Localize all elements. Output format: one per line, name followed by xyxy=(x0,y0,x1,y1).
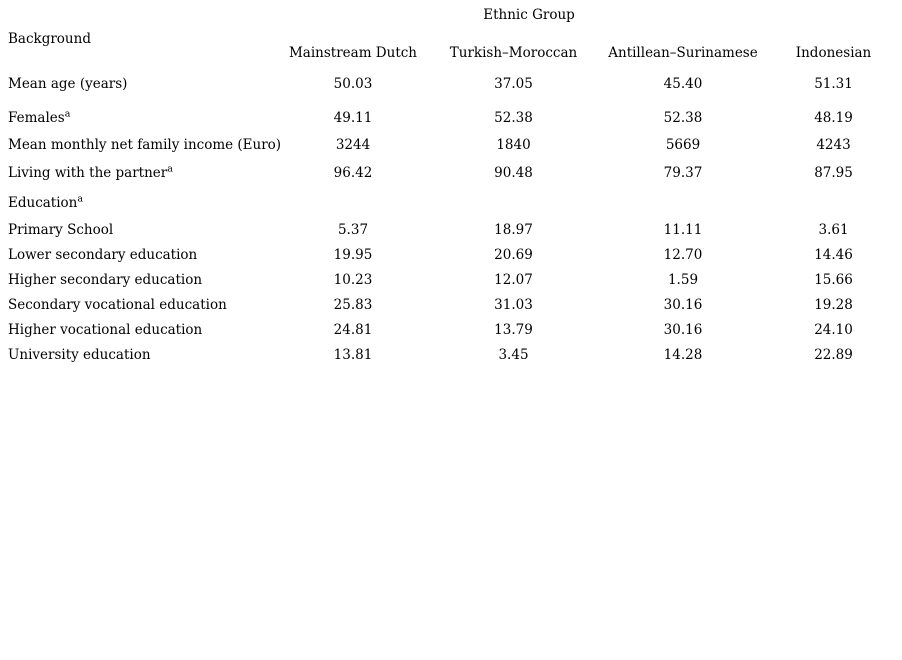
cell-value: 1.59 xyxy=(667,271,699,288)
cell-value: 13.81 xyxy=(333,346,373,363)
cell-value: 3.45 xyxy=(498,346,529,363)
demographics-table: Background Ethnic Group Mainstream Dutch… xyxy=(0,0,902,368)
table-row-education-section: Educationa xyxy=(0,189,902,219)
table-row-living-with-partner: Living with the partnera 96.42 90.48 79.… xyxy=(0,159,902,189)
cell-value xyxy=(765,189,902,219)
table-row-females: Femalesa 49.11 52.38 52.38 48.19 xyxy=(0,105,902,133)
cell-value xyxy=(426,189,601,219)
cell-value: 30.16 xyxy=(663,321,703,338)
column-header-turkish-moroccan: Turkish–Moroccan xyxy=(449,44,578,61)
cell-value: 52.38 xyxy=(663,110,703,127)
cell-value: 14.46 xyxy=(814,246,853,263)
footnote-marker: a xyxy=(77,193,84,205)
row-label: Femalesa xyxy=(8,108,71,127)
table-row-primary-school: Primary School 5.37 18.97 11.11 3.61 xyxy=(0,219,902,243)
row-label: University education xyxy=(8,346,151,363)
cell-value: 31.03 xyxy=(494,296,533,313)
table-title-ethnic-group: Ethnic Group xyxy=(483,7,575,23)
cell-value: 25.83 xyxy=(333,296,373,313)
table-row-higher-secondary: Higher secondary education 10.23 12.07 1… xyxy=(0,268,902,293)
row-label: Secondary vocational education xyxy=(8,296,227,313)
cell-value: 15.66 xyxy=(814,271,853,288)
cell-value: 30.16 xyxy=(663,296,703,313)
cell-value xyxy=(280,189,426,219)
cell-value: 79.37 xyxy=(663,165,703,182)
footnote-marker: a xyxy=(167,163,173,175)
table-header-row-top: Background Ethnic Group xyxy=(0,0,902,45)
cell-value: 22.89 xyxy=(814,346,853,363)
cell-value: 12.70 xyxy=(663,246,703,263)
row-label: Mean age (years) xyxy=(8,76,128,93)
table-row-higher-vocational: Higher vocational education 24.81 13.79 … xyxy=(0,318,902,343)
row-label: Higher vocational education xyxy=(8,321,203,338)
cell-value: 51.31 xyxy=(814,76,853,93)
cell-value: 4243 xyxy=(816,137,851,154)
cell-value: 24.81 xyxy=(333,321,373,338)
cell-value: 1840 xyxy=(496,137,531,154)
column-header-antillean-surinamese: Antillean–Surinamese xyxy=(608,44,758,61)
cell-value: 18.97 xyxy=(494,222,533,239)
cell-value: 3244 xyxy=(335,137,371,154)
row-header-background: Background xyxy=(8,30,91,47)
row-label: Lower secondary education xyxy=(8,246,198,263)
row-label: Educationa xyxy=(8,193,84,212)
column-header-indonesian: Indonesian xyxy=(795,44,872,61)
cell-value: 45.40 xyxy=(663,76,703,93)
cell-value: 11.11 xyxy=(663,222,703,239)
cell-value xyxy=(601,189,765,219)
table-row-family-income: Mean monthly net family income (Euro) 32… xyxy=(0,133,902,159)
row-label: Living with the partnera xyxy=(8,163,173,182)
column-header-mainstream-dutch: Mainstream Dutch xyxy=(288,44,418,61)
cell-value: 10.23 xyxy=(333,271,373,288)
table-row-lower-secondary: Lower secondary education 19.95 20.69 12… xyxy=(0,243,902,268)
table-row-mean-age: Mean age (years) 50.03 37.05 45.40 51.31 xyxy=(0,65,902,105)
row-label: Primary School xyxy=(8,222,114,239)
table-row-secondary-vocational: Secondary vocational education 25.83 31.… xyxy=(0,293,902,318)
cell-value: 19.95 xyxy=(333,246,373,263)
cell-value: 5.37 xyxy=(337,222,369,239)
cell-value: 24.10 xyxy=(814,321,853,338)
table-header-row-columns: Mainstream Dutch Turkish–Moroccan Antill… xyxy=(0,32,902,65)
cell-value: 19.28 xyxy=(814,296,853,313)
cell-value: 12.07 xyxy=(494,271,533,288)
table-row-university: University education 13.81 3.45 14.28 22… xyxy=(0,343,902,368)
cell-value: 3.61 xyxy=(818,222,849,239)
row-label: Higher secondary education xyxy=(8,271,203,288)
cell-value: 87.95 xyxy=(814,165,853,182)
cell-value: 13.79 xyxy=(494,321,533,338)
cell-value: 20.69 xyxy=(494,246,533,263)
footnote-marker: a xyxy=(64,108,71,120)
cell-value: 96.42 xyxy=(333,165,373,182)
cell-value: 52.38 xyxy=(494,110,533,127)
cell-value: 14.28 xyxy=(663,346,703,363)
cell-value: 49.11 xyxy=(333,110,373,127)
cell-value: 5669 xyxy=(665,137,701,154)
row-label: Mean monthly net family income (Euro) xyxy=(8,137,282,154)
cell-value: 50.03 xyxy=(333,76,373,93)
cell-value: 37.05 xyxy=(494,76,533,93)
cell-value: 90.48 xyxy=(494,165,533,182)
cell-value: 48.19 xyxy=(814,110,853,127)
